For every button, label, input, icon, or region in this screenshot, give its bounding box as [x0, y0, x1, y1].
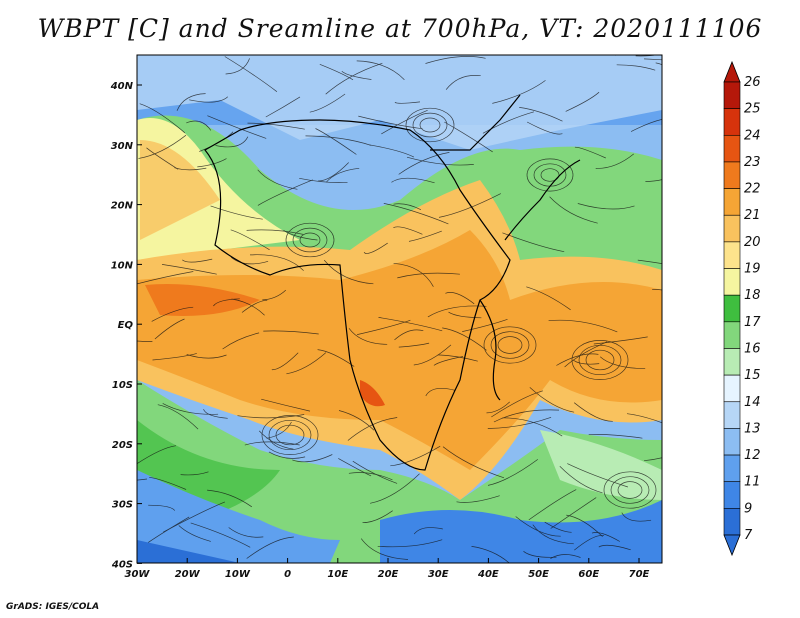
colorbar-max-arrow: [723, 60, 741, 83]
colorbar-segment: [723, 134, 741, 163]
colorbar-segment: [723, 401, 741, 429]
lat-label: 20N: [111, 201, 134, 212]
colorbar-segment: [723, 374, 741, 403]
streamlines: [137, 55, 662, 563]
colorbar-segment: [723, 268, 741, 296]
map-title: WBPT [C] and Sreamline at 700hPa, VT: 20…: [37, 14, 763, 43]
lon-label: 60E: [578, 569, 599, 580]
lat-axis: 40N 30N 20N 10N EQ 10S 20S 30S 40S: [110, 81, 142, 570]
colorbar-label: 26: [744, 75, 761, 90]
wbpt-field: [137, 55, 662, 563]
lon-label: 40E: [477, 569, 499, 580]
plot-frame: [136, 54, 663, 564]
colorbar-label: 7: [744, 528, 753, 543]
lat-label: 30S: [112, 500, 133, 511]
colorbar-segment: [723, 188, 741, 216]
colorbar-segment: [723, 348, 741, 376]
colorbar-label: 18: [744, 288, 761, 303]
colorbar-segment: [723, 161, 741, 189]
lat-label: 40N: [110, 81, 134, 92]
colorbar-segment: [723, 454, 741, 483]
colorbar-segment: [723, 214, 741, 243]
colorbar-label: 21: [744, 208, 761, 223]
colorbar-label: 24: [744, 128, 761, 143]
colorbar-label: 9: [744, 501, 752, 516]
colorbar-label: 14: [744, 395, 761, 410]
colorbar-segment: [723, 428, 741, 456]
colorbar-label: 23: [744, 155, 761, 170]
lon-label: 10E: [327, 569, 348, 580]
lat-label: 40S: [111, 559, 133, 570]
colorbar: 7 9 11 12 13 14 15 16 17 18 19 20 21 22 23 24 25 26: [723, 60, 761, 557]
colorbar-label: 12: [744, 448, 761, 463]
colorbar-segment: [723, 481, 741, 509]
colorbar-label: 25: [744, 102, 761, 117]
lon-label: 0: [284, 569, 291, 580]
lon-label: 30E: [428, 569, 449, 580]
colorbar-label: 16: [744, 341, 761, 356]
lat-label: 30N: [111, 141, 134, 152]
lat-label: 10S: [112, 380, 133, 391]
lon-label: 70E: [629, 569, 650, 580]
colorbar-segment: [723, 241, 741, 269]
colorbar-label: 20: [744, 235, 761, 250]
colorbar-label: 13: [744, 421, 761, 436]
lon-axis: 30W 20W 10W 0 10E 20E 30E 40E 50E 60E 70E: [125, 558, 650, 580]
colorbar-segment: [723, 81, 741, 109]
lat-label: 10N: [111, 260, 134, 271]
colorbar-segment: [723, 108, 741, 136]
lat-label: 20S: [112, 440, 133, 451]
lon-label: 20W: [175, 569, 201, 580]
colorbar-segment: [723, 508, 741, 536]
colorbar-label: 11: [744, 475, 761, 490]
colorbar-segment: [723, 294, 741, 323]
colorbar-label: 19: [744, 262, 761, 277]
colorbar-label: 15: [744, 368, 761, 383]
lon-label: 30W: [125, 569, 151, 580]
lon-label: 20E: [378, 569, 399, 580]
colorbar-segment: [723, 321, 741, 349]
footer-credit: GrADS: IGES/COLA: [6, 602, 100, 612]
lat-label: EQ: [118, 320, 134, 331]
lon-label: 10W: [225, 569, 251, 580]
colorbar-min-arrow: [723, 534, 741, 557]
lon-label: 50E: [528, 569, 549, 580]
colorbar-label: 17: [744, 315, 761, 330]
coastlines: [204, 94, 581, 471]
colorbar-label: 22: [744, 182, 761, 197]
